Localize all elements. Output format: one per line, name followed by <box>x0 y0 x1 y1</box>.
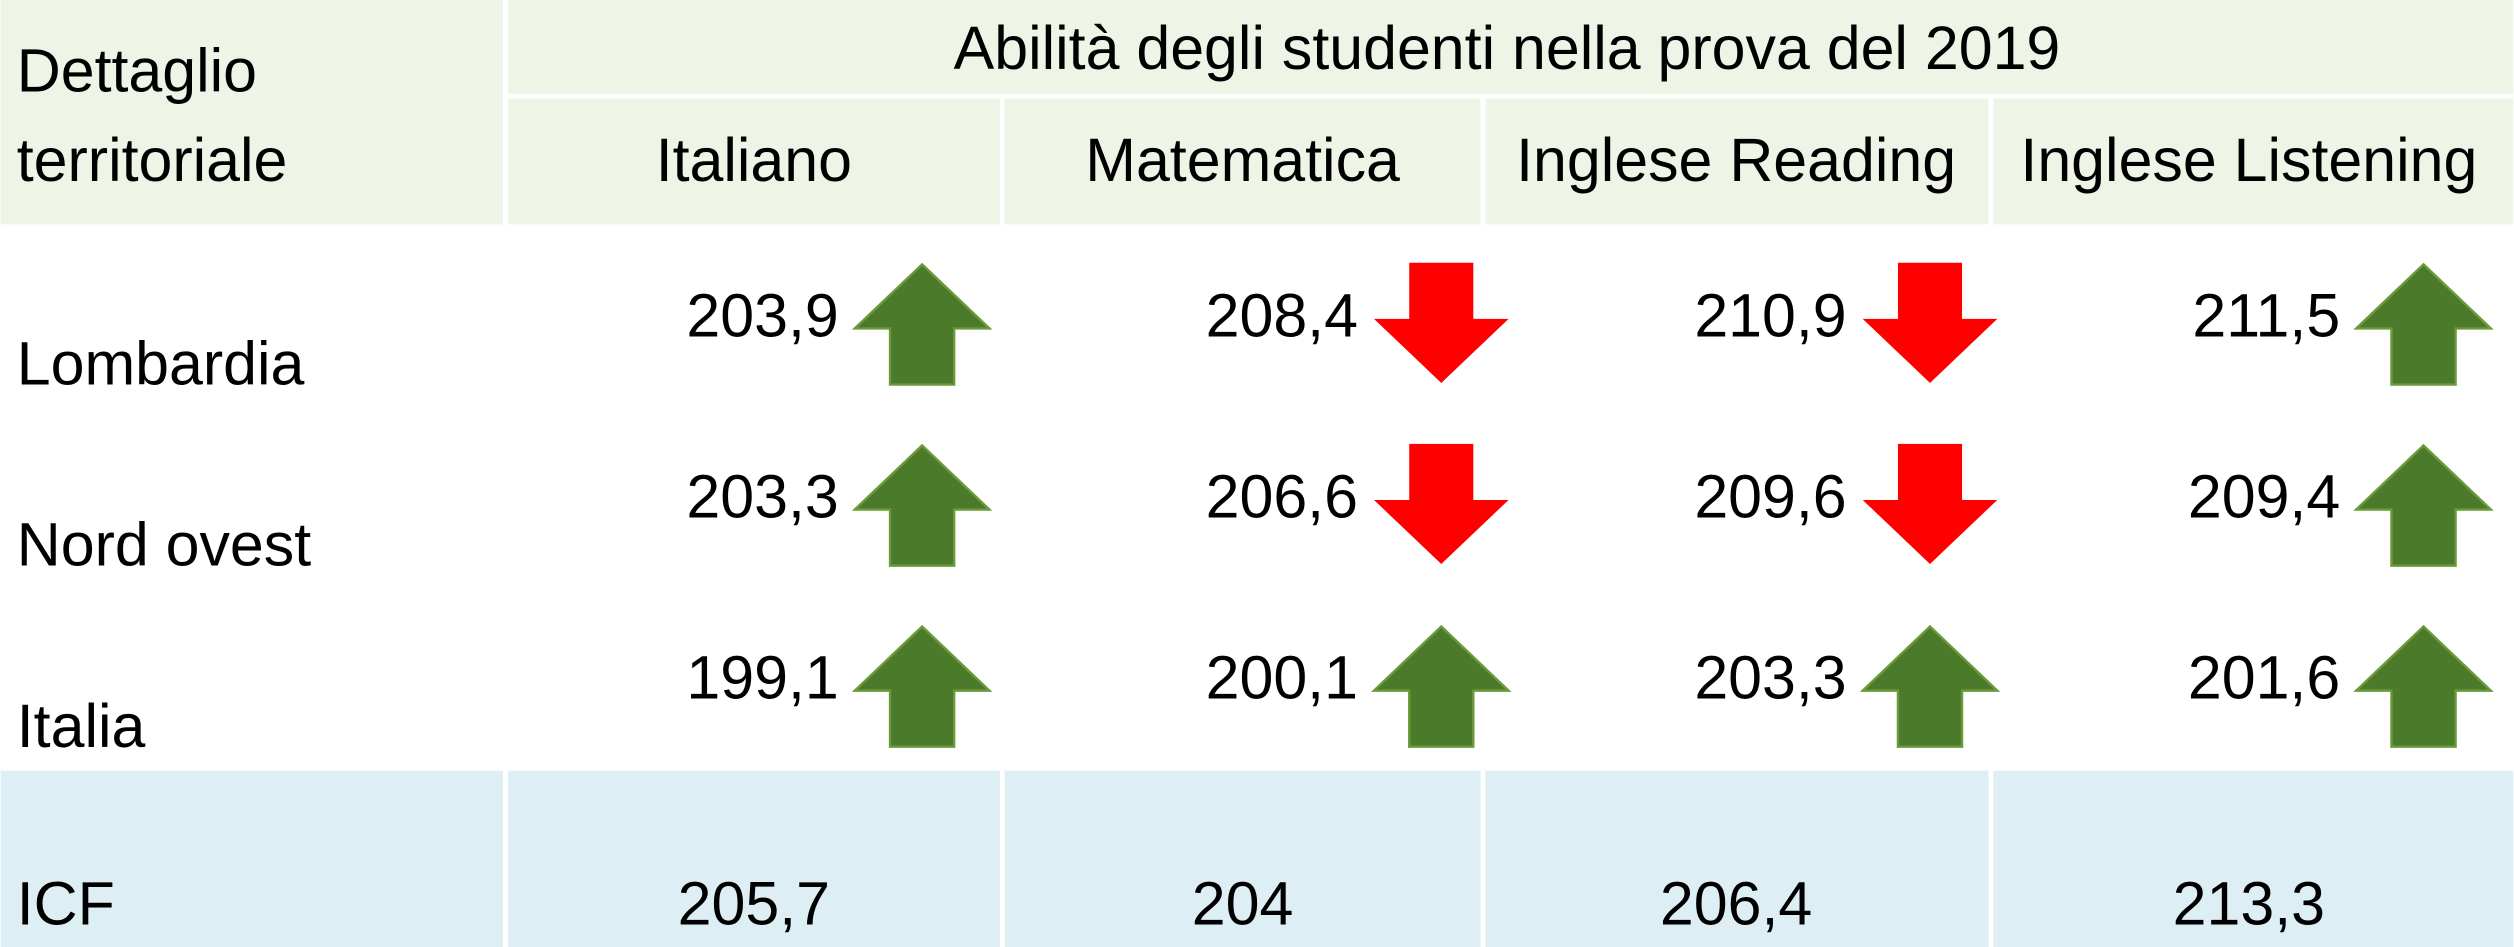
column-header: Inglese Reading <box>1516 126 1956 194</box>
trend-arrow-up <box>2353 624 2494 748</box>
header-title: Abilità degli studenti nella prova del 2… <box>954 14 2061 82</box>
trend-arrow-up <box>851 262 993 386</box>
cell-value: 206,6 <box>1206 463 1358 531</box>
header-bg <box>0 0 2514 225</box>
corner-label: Dettaglio <box>17 36 257 104</box>
cell-value: 200,1 <box>1206 644 1358 712</box>
trend-arrow-up <box>1859 624 2001 748</box>
corner-label: territoriale <box>17 126 288 194</box>
cell-value: 203,9 <box>686 282 838 350</box>
trend-arrow-down <box>1862 262 1998 383</box>
row-label: Italia <box>17 692 146 760</box>
cell-value: 213,3 <box>2173 870 2325 938</box>
column-header: Inglese Listening <box>2020 126 2477 194</box>
trend-arrow-up <box>2353 262 2494 386</box>
footer-bg <box>0 770 2514 947</box>
trend-arrow-down <box>1862 443 1998 565</box>
row-label: Lombardia <box>17 330 305 398</box>
cell-value: 209,6 <box>1694 463 1846 531</box>
cell-value: 211,5 <box>2192 282 2340 350</box>
cell-value: 203,3 <box>686 463 838 531</box>
trend-arrow-up <box>851 443 993 567</box>
cell-value: 201,6 <box>2188 644 2340 712</box>
cell-value: 203,3 <box>1694 644 1846 712</box>
row-label: Nord ovest <box>17 511 311 579</box>
cell-value: 204 <box>1192 870 1294 938</box>
cell-value: 209,4 <box>2188 463 2340 531</box>
cell-value: 206,4 <box>1660 870 1812 938</box>
cell-value: 199,1 <box>686 644 838 712</box>
column-header: Matematica <box>1085 126 1400 194</box>
cell-value: 210,9 <box>1694 282 1846 350</box>
trend-arrow-down <box>1373 443 1509 565</box>
trend-arrow-up <box>851 624 993 748</box>
cell-value: 205,7 <box>678 870 830 938</box>
trend-arrow-down <box>1373 262 1509 383</box>
trend-arrow-up <box>1370 624 1512 748</box>
trend-arrow-up <box>2353 443 2494 567</box>
cell-value: 208,4 <box>1206 282 1358 350</box>
column-header: Italiano <box>656 126 852 194</box>
row-label: ICF <box>17 870 115 938</box>
